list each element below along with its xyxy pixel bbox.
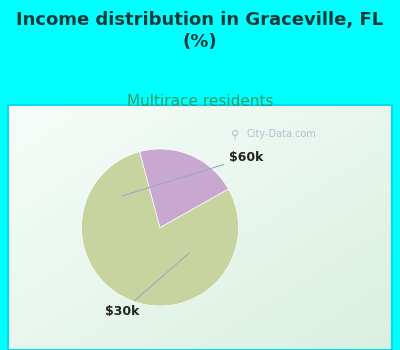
Text: Income distribution in Graceville, FL
(%): Income distribution in Graceville, FL (%… xyxy=(16,10,384,51)
Wedge shape xyxy=(140,149,228,228)
Wedge shape xyxy=(82,152,238,306)
Text: ⚲: ⚲ xyxy=(231,130,239,139)
Text: Multirace residents: Multirace residents xyxy=(127,94,273,110)
Text: $60k: $60k xyxy=(122,151,264,196)
Text: $30k: $30k xyxy=(104,253,189,318)
Text: City-Data.com: City-Data.com xyxy=(246,130,316,139)
